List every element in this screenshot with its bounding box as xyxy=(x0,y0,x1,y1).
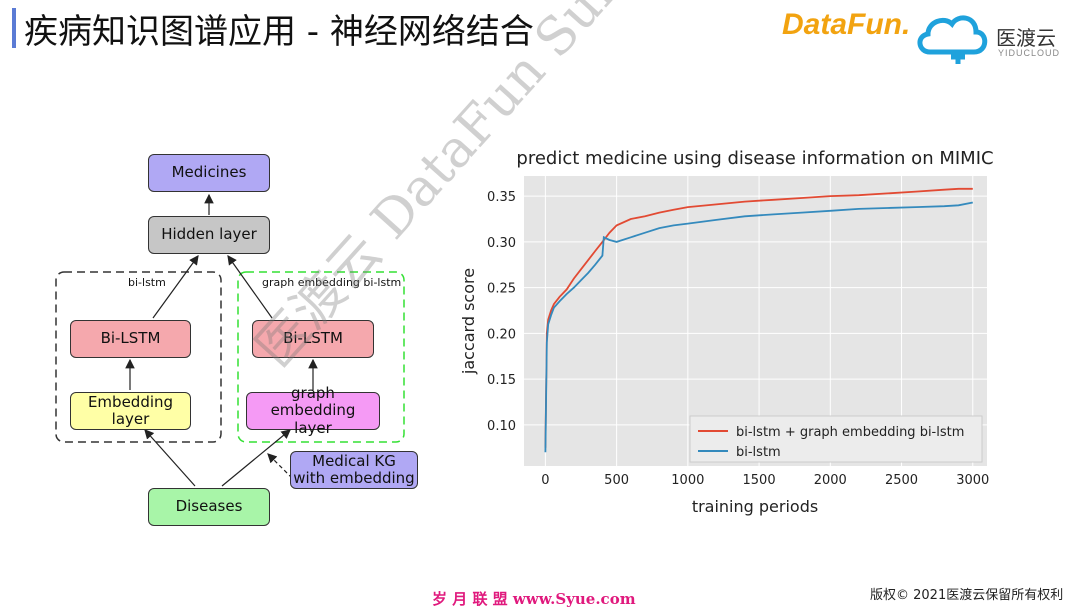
embedding-layer-line1: Embedding xyxy=(87,392,174,411)
graph-embedding-layer-line2: layer xyxy=(294,418,332,437)
bi-lstm-group-label: bi-lstm xyxy=(128,276,166,289)
y-tick-label: 0.20 xyxy=(487,327,516,342)
graph-embedding-layer-node: graph embedding layer xyxy=(246,385,380,436)
chart-title: predict medicine using disease informati… xyxy=(516,148,993,169)
legend-label-graph: bi-lstm + graph embedding bi-lstm xyxy=(736,425,964,440)
yiducloud-cloud-icon xyxy=(917,15,988,64)
x-tick-label: 1000 xyxy=(671,473,704,488)
y-axis-label: jaccard score xyxy=(459,268,478,375)
medical-kg-line2: with embedding xyxy=(293,469,415,487)
legend-box xyxy=(689,415,983,463)
y-tick-label: 0.10 xyxy=(487,419,516,434)
diseases-node: Diseases xyxy=(148,488,270,526)
medical-kg-node: Medical KG with embedding xyxy=(290,451,418,489)
x-axis-label: training periods xyxy=(692,497,818,516)
bi-lstm-left-node: Bi-LSTM xyxy=(70,320,191,358)
architecture-diagram-connectors xyxy=(55,193,405,487)
jaccard-line-chart: 0 500 1000 1500 2000 2500 3000 0.10 0.15 0.20 0.2… xyxy=(459,148,994,516)
yiducloud-logo-text: 医渡云 xyxy=(996,26,1056,50)
y-tick-label: 0.15 xyxy=(487,373,516,388)
series-line-0 xyxy=(544,187,973,448)
x-tick-label: 2000 xyxy=(814,473,847,488)
title-accent-bar xyxy=(12,8,16,48)
yiducloud-logo-subtext: YIDUCLOUD xyxy=(998,48,1061,58)
y-tick-label: 0.30 xyxy=(487,236,516,251)
medical-kg-line1: Medical KG xyxy=(312,451,396,470)
datafun-logo: DataFun. xyxy=(782,8,911,41)
embedding-layer-line2: layer xyxy=(111,410,150,428)
chart-legend: bi-lstm + graph embedding bi-lstm bi-lst… xyxy=(689,415,983,463)
y-tick-label: 0.35 xyxy=(487,190,516,205)
embedding-layer-node: Embedding layer xyxy=(70,392,191,430)
y-tick-label: 0.25 xyxy=(487,282,516,297)
legend-label-bilstm: bi-lstm xyxy=(736,445,781,460)
series-layer xyxy=(544,187,973,453)
series-line-1 xyxy=(544,201,973,453)
graph-embedding-group-label: graph embedding bi-lstm xyxy=(262,276,402,289)
graph-embedding-group-border xyxy=(237,271,405,443)
x-tick-label: 0 xyxy=(541,473,549,488)
bi-lstm-group-border xyxy=(55,271,222,443)
x-tick-label: 2500 xyxy=(885,473,918,488)
bi-lstm-right-node: Bi-LSTM xyxy=(252,320,374,358)
footer-site-mark: 岁 月 联 盟 www.Syue.com xyxy=(432,590,636,608)
graph-embedding-layer-line1: graph embedding xyxy=(270,384,356,420)
x-tick-label: 1500 xyxy=(743,473,776,488)
medicines-node: Medicines xyxy=(148,154,270,192)
x-axis-ticks: 0 500 1000 1500 2000 2500 3000 xyxy=(541,473,989,488)
hidden-layer-node: Hidden layer xyxy=(148,216,270,254)
footer-copyright: 版权© 2021医渡云保留所有权利 xyxy=(870,588,1064,603)
x-tick-label: 3000 xyxy=(956,473,989,488)
y-axis-ticks: 0.10 0.15 0.20 0.25 0.30 0.35 xyxy=(487,190,516,434)
page-title: 疾病知识图谱应用 - 神经网络结合 xyxy=(24,12,534,52)
x-tick-label: 500 xyxy=(604,473,629,488)
